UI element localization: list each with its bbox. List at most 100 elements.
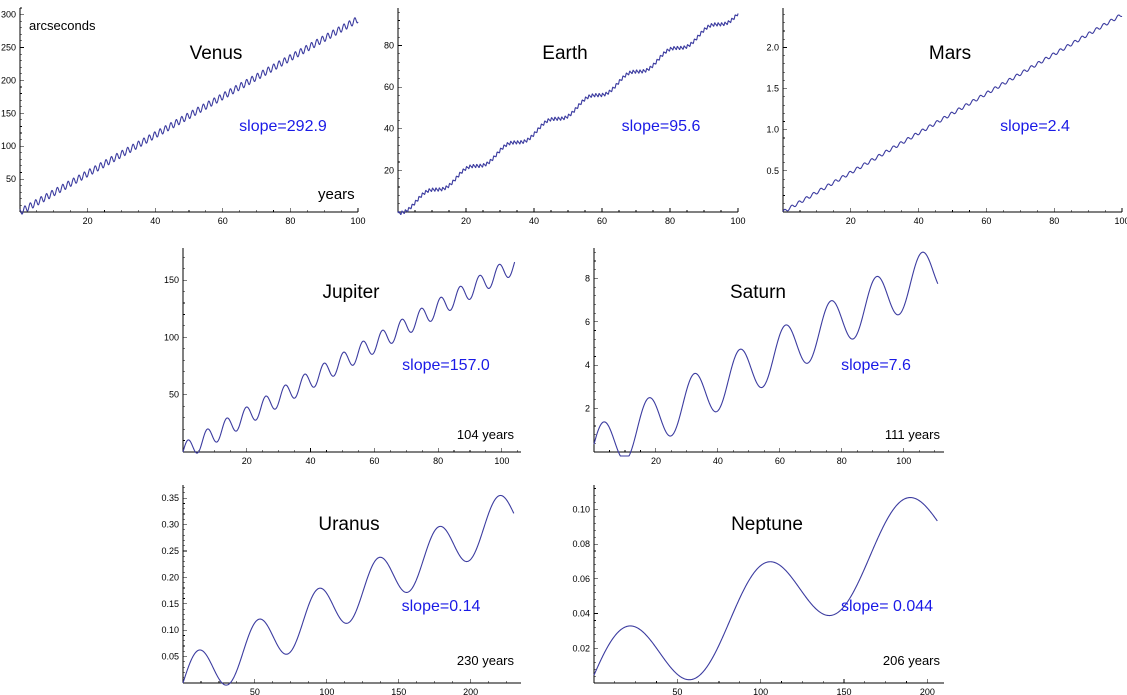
series-line-neptune (593, 497, 938, 681)
y-tick-label: 1.5 (766, 84, 779, 94)
series-line-earth (397, 13, 739, 216)
y-axis-label: arcseconds (29, 18, 96, 33)
x-tick-label: 200 (920, 687, 935, 695)
y-tick-label: 300 (1, 10, 16, 20)
x-tick-label: 100 (730, 216, 745, 226)
panel-title: Jupiter (322, 282, 380, 303)
x-tick-label: 50 (672, 687, 682, 695)
slope-label: slope=2.4 (1000, 118, 1070, 135)
x-tick-label: 60 (369, 456, 379, 466)
x-tick-label: 80 (433, 456, 443, 466)
x-tick-label: 40 (306, 456, 316, 466)
x-tick-label: 60 (775, 456, 785, 466)
x-tick-label: 100 (1114, 216, 1127, 226)
series-line-saturn (593, 251, 939, 457)
x-tick-label: 20 (846, 216, 856, 226)
x-tick-label: 100 (350, 216, 365, 226)
y-tick-label: 2 (585, 404, 590, 414)
y-tick-label: 150 (164, 275, 179, 285)
x-tick-label: 80 (1049, 216, 1059, 226)
y-tick-label: 100 (1, 141, 16, 151)
period-label: 111 years (885, 427, 941, 442)
y-tick-label: 4 (585, 360, 590, 370)
panel-title: Venus (190, 43, 243, 64)
x-tick-label: 200 (463, 687, 478, 695)
slope-label: slope=95.6 (622, 118, 701, 135)
y-tick-label: 0.10 (572, 504, 590, 514)
y-tick-label: 0.5 (766, 166, 779, 176)
y-tick-label: 60 (384, 82, 394, 92)
y-tick-label: 0.30 (161, 520, 179, 530)
panel-saturn: 20 40 60 80 100 2 4 6 8 Saturn slope=7.6 111 years (585, 248, 944, 466)
y-tick-label: 0.02 (572, 643, 590, 653)
panel-title: Saturn (730, 282, 786, 303)
slope-label: slope=292.9 (239, 118, 327, 135)
y-tick-label: 0.08 (572, 539, 590, 549)
y-tick-label: 40 (384, 124, 394, 134)
panel-title: Neptune (731, 514, 803, 535)
x-tick-label: 40 (150, 216, 160, 226)
x-tick-label: 150 (836, 687, 851, 695)
y-tick-label: 0.06 (572, 574, 590, 584)
slope-label: slope= 0.044 (841, 598, 933, 615)
panel-neptune: 50 100 150 200 0.02 0.04 0.06 0.08 0.10 Neptune sl… (572, 485, 944, 695)
panel-jupiter: 20 40 60 80 100 50 100 150 Jupiter slope=157.0 104… (164, 248, 521, 466)
y-tick-label: 50 (169, 390, 179, 400)
panel-title: Mars (929, 43, 971, 64)
period-label: 230 years (457, 653, 515, 668)
x-tick-label: 20 (461, 216, 471, 226)
series-line-mars (782, 14, 1123, 212)
x-tick-label: 60 (981, 216, 991, 226)
x-tick-label: 150 (391, 687, 406, 695)
x-tick-label: 60 (218, 216, 228, 226)
x-tick-label: 100 (319, 687, 334, 695)
panel-uranus: 50 100 150 200 0.05 0.10 0.15 0.20 0.25 0.30 0.35 U… (161, 485, 521, 695)
series-line-jupiter (182, 261, 516, 454)
period-label: 206 years (883, 653, 941, 668)
y-tick-label: 0.25 (161, 546, 179, 556)
panel-title: Earth (542, 43, 587, 64)
x-tick-label: 80 (837, 456, 847, 466)
x-tick-label: 100 (494, 456, 509, 466)
y-tick-label: 0.04 (572, 609, 590, 619)
x-tick-label: 40 (713, 456, 723, 466)
panel-earth: 20 40 60 80 100 20 40 60 80 Earth slope=95.6 (384, 8, 746, 226)
panel-title: Uranus (318, 514, 379, 535)
panel-venus: 20 40 60 80 100 50 100 150 200 250 300 Venus slope=2… (1, 7, 366, 226)
y-tick-label: 100 (164, 332, 179, 342)
x-tick-label: 100 (896, 456, 911, 466)
x-tick-label: 80 (665, 216, 675, 226)
y-tick-label: 50 (6, 174, 16, 184)
slope-label: slope=0.14 (402, 598, 481, 615)
y-tick-label: 1.0 (766, 125, 779, 135)
y-tick-label: 0.10 (161, 625, 179, 635)
x-tick-label: 80 (285, 216, 295, 226)
x-tick-label: 50 (250, 687, 260, 695)
y-tick-label: 0.35 (161, 493, 179, 503)
y-tick-label: 250 (1, 42, 16, 52)
y-tick-label: 2.0 (766, 42, 779, 52)
x-tick-label: 40 (914, 216, 924, 226)
x-axis-label: years (318, 186, 355, 203)
y-tick-label: 8 (585, 273, 590, 283)
x-tick-label: 60 (597, 216, 607, 226)
y-tick-label: 20 (384, 165, 394, 175)
y-tick-label: 80 (384, 40, 394, 50)
x-tick-label: 20 (651, 456, 661, 466)
series-line-uranus (182, 494, 515, 686)
period-label: 104 years (457, 427, 515, 442)
x-tick-label: 20 (242, 456, 252, 466)
series-line-venus (19, 17, 359, 215)
slope-label: slope=7.6 (841, 357, 911, 374)
y-tick-label: 6 (585, 317, 590, 327)
slope-label: slope=157.0 (402, 357, 490, 374)
y-tick-label: 0.05 (161, 652, 179, 662)
y-tick-label: 200 (1, 75, 16, 85)
x-tick-label: 20 (83, 216, 93, 226)
y-tick-label: 0.20 (161, 572, 179, 582)
y-tick-label: 150 (1, 108, 16, 118)
x-tick-label: 40 (529, 216, 539, 226)
y-tick-label: 0.15 (161, 599, 179, 609)
x-tick-label: 100 (753, 687, 768, 695)
